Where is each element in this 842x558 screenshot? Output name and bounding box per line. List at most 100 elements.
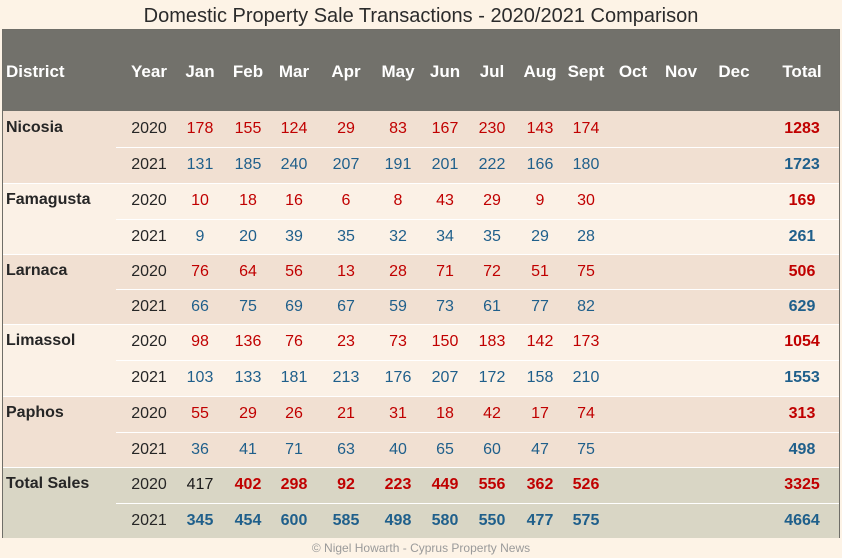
value-cell: 73 (436, 298, 454, 315)
value-cell: 76 (191, 263, 209, 280)
value-cell: 18 (436, 405, 454, 422)
group-divider (3, 183, 839, 184)
column-header-feb: Feb (232, 62, 264, 81)
value-cell: 174 (572, 120, 600, 137)
value-cell: 82 (577, 298, 595, 315)
value-cell: 240 (280, 156, 308, 173)
column-header-district: District (6, 62, 65, 81)
value-cell: 67 (337, 298, 355, 315)
row-divider (116, 503, 839, 504)
value-cell: 133 (234, 369, 262, 386)
value-cell: 56 (285, 263, 303, 280)
value-cell: 76 (285, 333, 303, 350)
year-cell: 2020 (131, 263, 167, 280)
value-cell: 178 (186, 120, 214, 137)
total-cell: 313 (788, 405, 816, 422)
value-cell: 207 (332, 156, 360, 173)
value-cell: 213 (332, 369, 360, 386)
value-cell: 75 (577, 263, 595, 280)
column-header-sept: Sept (567, 62, 605, 81)
column-header-apr: Apr (331, 62, 361, 81)
value-cell: 201 (431, 156, 459, 173)
value-cell: 13 (337, 263, 355, 280)
value-cell: 29 (531, 228, 549, 245)
district-label: Nicosia (6, 119, 63, 136)
value-cell: 150 (431, 333, 459, 350)
year-cell: 2021 (131, 441, 167, 458)
value-cell: 8 (393, 192, 403, 209)
row-divider (116, 360, 839, 361)
value-cell: 42 (483, 405, 501, 422)
value-cell: 298 (280, 476, 308, 493)
year-cell: 2020 (131, 333, 167, 350)
value-cell: 61 (483, 298, 501, 315)
chart-title: Domestic Property Sale Transactions - 20… (0, 0, 842, 29)
total-cell: 4664 (784, 512, 820, 529)
value-cell: 36 (191, 441, 209, 458)
year-cell: 2020 (131, 405, 167, 422)
year-cell: 2021 (131, 512, 167, 529)
value-cell: 43 (436, 192, 454, 209)
value-cell: 6 (341, 192, 351, 209)
value-cell: 71 (436, 263, 454, 280)
value-cell: 39 (285, 228, 303, 245)
column-header-total: Total (782, 62, 822, 81)
value-cell: 72 (483, 263, 501, 280)
value-cell: 402 (234, 476, 262, 493)
value-cell: 180 (572, 156, 600, 173)
value-cell: 65 (436, 441, 454, 458)
value-cell: 59 (389, 298, 407, 315)
district-label: Paphos (6, 404, 64, 421)
value-cell: 30 (577, 192, 595, 209)
column-header-nov: Nov (664, 62, 698, 81)
value-cell: 417 (186, 476, 214, 493)
value-cell: 580 (431, 512, 459, 529)
row-divider (116, 147, 839, 148)
value-cell: 73 (389, 333, 407, 350)
value-cell: 34 (436, 228, 454, 245)
value-cell: 16 (285, 192, 303, 209)
year-cell: 2020 (131, 476, 167, 493)
district-group (3, 183, 839, 254)
value-cell: 28 (577, 228, 595, 245)
column-header-oct: Oct (618, 62, 648, 81)
value-cell: 18 (239, 192, 257, 209)
value-cell: 345 (186, 512, 214, 529)
value-cell: 477 (526, 512, 554, 529)
value-cell: 183 (478, 333, 506, 350)
value-cell: 575 (572, 512, 600, 529)
total-cell: 498 (788, 441, 816, 458)
district-label: Famagusta (6, 191, 91, 208)
value-cell: 60 (483, 441, 501, 458)
value-cell: 155 (234, 120, 262, 137)
year-cell: 2021 (131, 369, 167, 386)
column-header-aug: Aug (523, 62, 557, 81)
value-cell: 210 (572, 369, 600, 386)
value-cell: 98 (191, 333, 209, 350)
total-cell: 506 (788, 263, 816, 280)
value-cell: 207 (431, 369, 459, 386)
value-cell: 173 (572, 333, 600, 350)
value-cell: 41 (239, 441, 257, 458)
value-cell: 103 (186, 369, 214, 386)
total-cell: 3325 (784, 476, 820, 493)
value-cell: 23 (337, 333, 355, 350)
value-cell: 21 (337, 405, 355, 422)
value-cell: 230 (478, 120, 506, 137)
value-cell: 83 (389, 120, 407, 137)
value-cell: 142 (526, 333, 554, 350)
value-cell: 29 (483, 192, 501, 209)
value-cell: 136 (234, 333, 262, 350)
value-cell: 172 (478, 369, 506, 386)
district-label: Larnaca (6, 262, 68, 279)
group-divider (3, 254, 839, 255)
total-cell: 1054 (784, 333, 820, 350)
value-cell: 47 (531, 441, 549, 458)
total-cell: 1553 (784, 369, 820, 386)
value-cell: 585 (332, 512, 360, 529)
value-cell: 222 (478, 156, 506, 173)
value-cell: 454 (234, 512, 262, 529)
district-group (3, 396, 839, 467)
value-cell: 17 (531, 405, 549, 422)
value-cell: 28 (389, 263, 407, 280)
